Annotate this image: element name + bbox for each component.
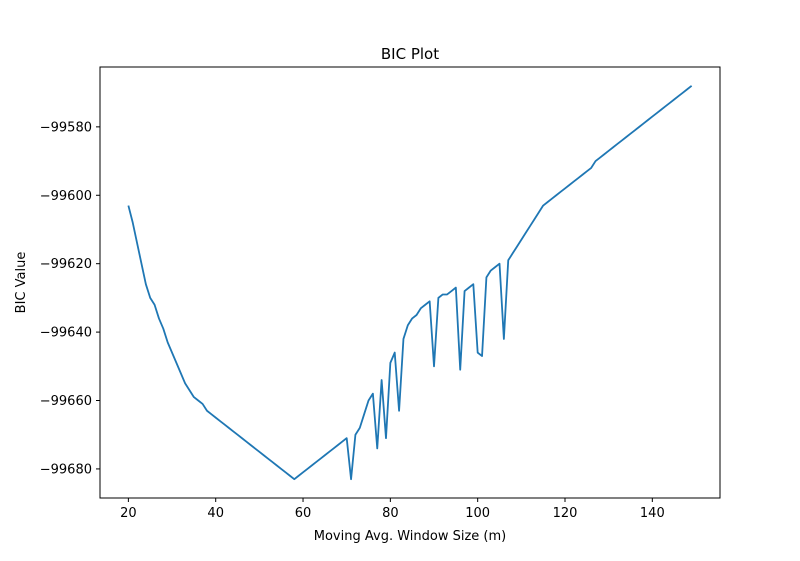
y-axis-label: BIC Value (14, 252, 29, 314)
y-tick-label: −99660 (40, 394, 92, 409)
x-tick-label: 60 (295, 506, 312, 521)
y-tick-label: −99620 (40, 257, 92, 272)
x-tick-label: 140 (640, 506, 665, 521)
x-tick-label: 100 (465, 506, 490, 521)
bic-series-line (127, 85, 693, 481)
x-tick-label: 80 (382, 506, 399, 521)
y-axis-ticks: −99680 −99660 −99640 −99620 −99600 −99580 (40, 120, 100, 477)
y-tick-label: −99600 (40, 189, 92, 204)
x-axis-ticks: 20 40 60 80 100 120 140 (120, 498, 665, 521)
y-tick-label: −99680 (40, 462, 92, 477)
x-axis-label: Moving Avg. Window Size (m) (314, 529, 506, 544)
x-tick-label: 120 (553, 506, 578, 521)
y-tick-label: −99640 (40, 326, 92, 341)
x-tick-label: 20 (120, 506, 137, 521)
chart-title: BIC Plot (381, 45, 439, 63)
y-tick-label: −99580 (40, 120, 92, 135)
plot-frame (99, 66, 721, 499)
x-tick-label: 40 (207, 506, 224, 521)
plot-area (99, 66, 721, 499)
